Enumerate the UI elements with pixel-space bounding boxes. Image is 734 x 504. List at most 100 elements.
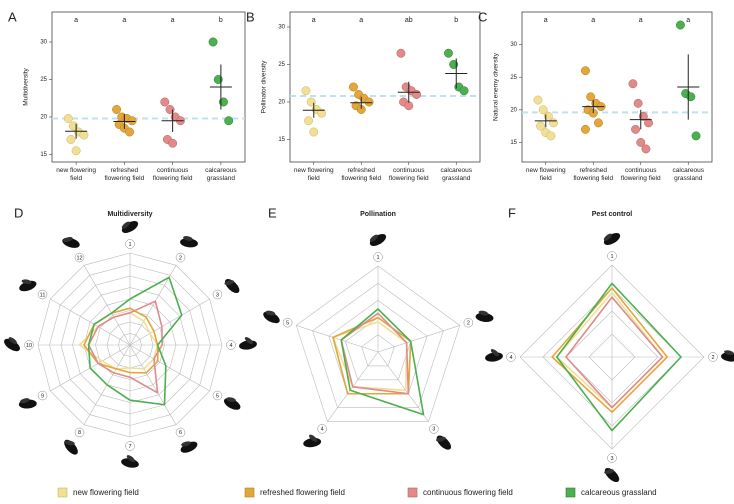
significance-letter: a (171, 17, 175, 24)
legend-label: calcareous grassland (581, 488, 657, 497)
significance-letter: ab (405, 17, 413, 24)
axis-label: 3 (216, 292, 219, 298)
insect-icon (62, 437, 81, 456)
significance-letter: a (122, 17, 126, 24)
y-tick-label: 30 (510, 42, 517, 48)
legend-label: refreshed flowering field (260, 488, 345, 497)
data-point (302, 87, 310, 95)
panel-label: F (508, 205, 516, 220)
significance-letter: a (591, 17, 595, 24)
y-axis-label: Pollinator diversity (261, 60, 268, 113)
x-tick-label: refreshed flowering field (339, 167, 383, 182)
data-point (161, 98, 169, 106)
spoke (378, 325, 460, 352)
y-tick-label: 15 (40, 152, 47, 158)
y-tick-label: 20 (40, 115, 47, 121)
chart-title: Pollination (360, 211, 396, 218)
data-point (128, 117, 136, 125)
data-point (594, 119, 602, 127)
axis-label: 12 (76, 255, 82, 261)
x-tick-label: calcareous grassland (666, 167, 710, 182)
y-tick-label: 30 (278, 25, 285, 31)
series-polygon (89, 301, 163, 393)
data-point (692, 132, 700, 140)
data-point (676, 21, 684, 29)
y-tick-label: 25 (278, 62, 285, 68)
data-point (460, 87, 468, 95)
legend-label: new flowering field (73, 488, 139, 497)
x-tick-label: calcareous grassland (434, 167, 478, 182)
axis-label: 8 (78, 430, 81, 436)
axis-label: 1 (610, 254, 613, 260)
data-point (112, 105, 120, 113)
data-point (547, 132, 555, 140)
panel-label: C (478, 9, 487, 24)
y-tick-label: 25 (510, 75, 517, 81)
data-point (80, 131, 88, 139)
data-point (629, 80, 637, 88)
data-point (642, 145, 650, 153)
legend-swatch (58, 488, 67, 497)
legend-swatch (245, 488, 254, 497)
significance-letter: a (639, 17, 643, 24)
axis-label: 6 (179, 430, 182, 436)
y-tick-label: 20 (278, 100, 285, 106)
insect-icon (602, 466, 621, 485)
page: {"legend": {"names": ["new flowering fie… (0, 0, 734, 504)
data-point (549, 119, 557, 127)
axis-label: 2 (467, 320, 470, 326)
x-tick-label: calcareous grassland (199, 167, 243, 182)
y-tick-label: 20 (510, 107, 517, 113)
x-tick-label: new flowering field (524, 167, 568, 182)
data-point (581, 125, 589, 133)
axis-label: 9 (41, 393, 44, 399)
data-point (412, 90, 420, 98)
y-tick-label: 15 (510, 140, 517, 146)
axis-label: 1 (128, 242, 131, 248)
axis-label: 4 (229, 343, 232, 349)
axis-label: 7 (128, 444, 131, 450)
x-tick-label: continuous flowering field (619, 167, 663, 182)
y-tick-label: 30 (40, 40, 47, 46)
y-tick-label: 15 (278, 137, 285, 143)
series-polygon (341, 313, 408, 393)
axis-label: 3 (610, 456, 613, 462)
insect-icon (223, 277, 242, 296)
axis-label: 2 (179, 255, 182, 261)
significance-letter: a (312, 17, 316, 24)
significance-letter: b (454, 17, 458, 24)
panel-label: A (8, 9, 17, 24)
legend-swatch (566, 488, 575, 497)
axis-label: 11 (40, 292, 46, 298)
series-polygon (84, 308, 158, 373)
significance-letter: a (544, 17, 548, 24)
data-point (224, 117, 232, 125)
data-point (349, 83, 357, 91)
axis-label: 10 (26, 343, 32, 349)
data-point (310, 128, 318, 136)
data-point (405, 102, 413, 110)
axis-label: 5 (286, 320, 289, 326)
x-tick-label: new flowering field (292, 167, 336, 182)
x-tick-label: continuous flowering field (387, 167, 431, 182)
data-point (168, 139, 176, 147)
legend-swatch (408, 488, 417, 497)
y-axis-label: Multidiversity (23, 67, 30, 105)
axis-label: 1 (376, 255, 379, 261)
data-point (444, 49, 452, 57)
data-point (67, 135, 75, 143)
axis-label: 2 (711, 355, 714, 361)
x-tick-label: new flowering field (54, 167, 98, 182)
axis-label: 4 (509, 355, 512, 361)
significance-letter: b (219, 17, 223, 24)
y-axis-label: Natural enemy diversity (493, 52, 500, 121)
axis-label: 5 (216, 393, 219, 399)
significance-letter: a (686, 17, 690, 24)
chart-title: Pest control (592, 211, 633, 218)
significance-letter: a (359, 17, 363, 24)
data-point (634, 99, 642, 107)
spoke (378, 352, 429, 422)
series-polygon (552, 288, 667, 412)
data-point (581, 66, 589, 74)
axis-label: 4 (321, 427, 324, 433)
